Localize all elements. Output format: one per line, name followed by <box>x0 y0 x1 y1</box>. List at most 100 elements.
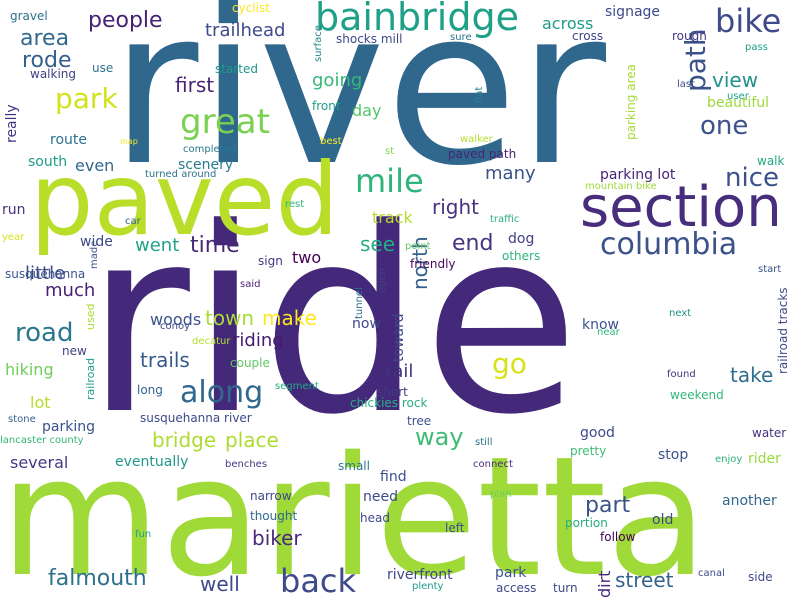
word-going: going <box>312 70 363 91</box>
word-biker: biker <box>252 526 302 550</box>
word-parking-area: parking area <box>624 64 638 140</box>
word-signage: signage <box>605 4 661 20</box>
word-area: area <box>20 26 70 51</box>
word-gravel: gravel <box>10 9 48 23</box>
word-st: st <box>385 146 395 157</box>
word-enjoy: enjoy <box>715 454 743 465</box>
word-portion: portion <box>565 516 608 530</box>
word-riverfront: riverfront <box>387 567 453 583</box>
word-tunnel: tunnel <box>354 287 365 319</box>
word-narrow: narrow <box>250 489 292 503</box>
word-toward: toward <box>391 313 407 362</box>
word-near: near <box>597 327 620 338</box>
word-bridge: bridge <box>152 428 217 452</box>
word-walk: walk <box>757 154 785 168</box>
word-dirt: dirt <box>595 570 614 598</box>
word-pretty: pretty <box>570 444 607 458</box>
word-find: find <box>380 469 407 485</box>
word-run: run <box>2 202 26 218</box>
word-nice: nice <box>725 163 779 193</box>
word-rest: rest <box>285 199 305 210</box>
word-railroad-tracks: railroad tracks <box>776 287 790 374</box>
word-many: many <box>485 163 536 184</box>
word-left: left <box>445 521 465 535</box>
word-section: section <box>580 175 782 240</box>
word-several: several <box>10 453 69 472</box>
word-track: track <box>372 208 413 227</box>
word-car: car <box>125 216 141 227</box>
word-parking-lot: parking lot <box>600 167 676 183</box>
word-short: short <box>377 385 408 399</box>
word-benches: benches <box>225 459 268 470</box>
word-trails: trails <box>140 348 190 372</box>
word-route: route <box>50 132 87 148</box>
word-walker: walker <box>460 134 493 145</box>
word-end: end <box>452 231 494 256</box>
word-riding: riding <box>232 330 284 351</box>
word-lot: lot <box>30 393 51 412</box>
word-stop: stop <box>658 447 689 463</box>
word-cross: cross <box>572 29 604 43</box>
word-good: good <box>580 425 615 441</box>
word-take: take <box>730 363 774 387</box>
word-decatur: decatur <box>192 336 231 347</box>
word-weekend: weekend <box>670 388 724 402</box>
word-part: part <box>585 493 631 518</box>
word-couple: couple <box>230 356 270 370</box>
word-scenery: scenery <box>178 157 234 173</box>
word-back: back <box>280 562 357 600</box>
word-said: said <box>240 279 261 290</box>
word-river: river <box>110 0 607 213</box>
word-great: great <box>180 102 270 142</box>
word-park: park <box>55 82 118 115</box>
word-trailhead: trailhead <box>205 20 286 41</box>
word-still: still <box>475 437 493 448</box>
word-woods: woods <box>150 310 202 329</box>
word-shocks-mill: shocks mill <box>336 32 403 46</box>
word-rail: rail <box>385 361 414 382</box>
word-cyclist: cyclist <box>232 1 270 15</box>
word-marietta: marietta <box>0 421 708 600</box>
word-much: much <box>45 280 96 301</box>
word-mile: mile <box>355 162 424 200</box>
word-across: across <box>542 14 594 33</box>
word-fun: fun <box>135 529 152 540</box>
word-plenty: plenty <box>412 581 444 592</box>
word-friendly: friendly <box>410 257 456 271</box>
word-beautiful: beautiful <box>707 95 770 111</box>
word-way: way <box>415 423 464 451</box>
word-used: used <box>84 303 97 330</box>
word-conoy: conoy <box>160 321 190 332</box>
word-place: place <box>225 428 279 452</box>
word-rider: rider <box>748 451 781 467</box>
word-eventually: eventually <box>115 454 189 470</box>
word-follow: follow <box>600 530 636 544</box>
word-sure: sure <box>450 32 472 43</box>
word-wide: wide <box>80 234 113 250</box>
word-town: town <box>205 306 255 330</box>
word-right: right <box>432 195 479 219</box>
word-park: park <box>495 565 527 581</box>
word-others: others <box>502 249 541 263</box>
word-plan: plan <box>490 489 512 500</box>
word-last: last <box>677 79 696 90</box>
word-surface: surface <box>313 25 324 62</box>
word-tree: tree <box>407 414 432 428</box>
word-south: south <box>28 154 68 170</box>
word-turned-around: turned around <box>145 169 217 180</box>
word-user: user <box>727 91 749 102</box>
word-view: view <box>712 68 759 92</box>
word-paved-path: paved path <box>448 147 517 161</box>
word-walking: walking <box>30 67 77 81</box>
word-traffic: traffic <box>490 214 520 225</box>
word-one: one <box>700 111 749 141</box>
word-connect: connect <box>473 459 513 470</box>
word-side: side <box>748 570 773 584</box>
word-another: another <box>722 493 777 509</box>
word-time: time <box>190 233 240 258</box>
word-know: know <box>582 317 619 333</box>
word-little: little <box>25 263 66 284</box>
word-old: old <box>652 512 674 528</box>
word-sign: sign <box>258 254 283 268</box>
word-railroad: railroad <box>84 357 97 400</box>
